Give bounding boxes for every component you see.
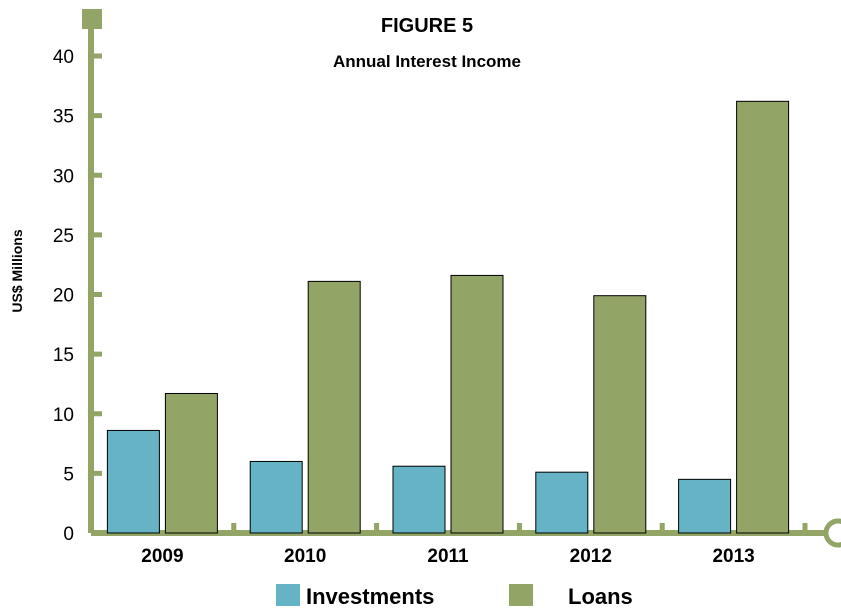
bar-loans-2013 [736, 100, 790, 534]
x-tick-label: 2012 [570, 546, 612, 567]
x-tick-label: 2013 [712, 546, 754, 567]
x-axis-end-circle [823, 518, 841, 548]
bars [106, 100, 790, 534]
legend-swatch-loans [509, 584, 533, 606]
y-ticks: 0 5 10 15 20 25 30 35 40 [53, 47, 102, 545]
bar-loans-2009 [164, 392, 218, 534]
chart-subtitle: Annual Interest Income [333, 52, 521, 71]
y-axis-cap-square [82, 9, 102, 29]
y-tick-label: 5 [63, 464, 74, 485]
y-tick-label: 25 [53, 226, 74, 247]
y-tick-label: 40 [53, 47, 74, 68]
y-tick-label: 20 [53, 286, 74, 307]
x-ticks: 2009 2010 2011 2012 2013 [141, 523, 808, 567]
bar-investments-2009 [106, 429, 160, 534]
y-tick-label: 30 [53, 166, 74, 187]
bar-investments-2011 [392, 465, 446, 534]
bar-investments-2013 [678, 478, 732, 534]
legend-swatch-investments [276, 584, 300, 606]
legend: Investments Loans [276, 584, 633, 608]
chart-title: FIGURE 5 [381, 15, 473, 37]
y-tick-label: 0 [63, 524, 74, 545]
legend-label-investments: Investments [306, 584, 434, 608]
y-tick-label: 35 [53, 107, 74, 128]
y-axis-label: US$ Millions [9, 229, 25, 312]
bar-loans-2010 [307, 280, 361, 534]
legend-label-loans: Loans [568, 584, 633, 608]
x-tick-label: 2010 [284, 546, 326, 567]
y-tick-label: 10 [53, 405, 74, 426]
bar-investments-2012 [535, 471, 589, 534]
bar-investments-2010 [249, 460, 303, 534]
y-tick-label: 15 [53, 345, 74, 366]
bar-loans-2011 [450, 274, 504, 534]
x-tick-label: 2009 [141, 546, 183, 567]
bar-loans-2012 [593, 295, 647, 534]
x-tick-label: 2011 [427, 546, 469, 567]
